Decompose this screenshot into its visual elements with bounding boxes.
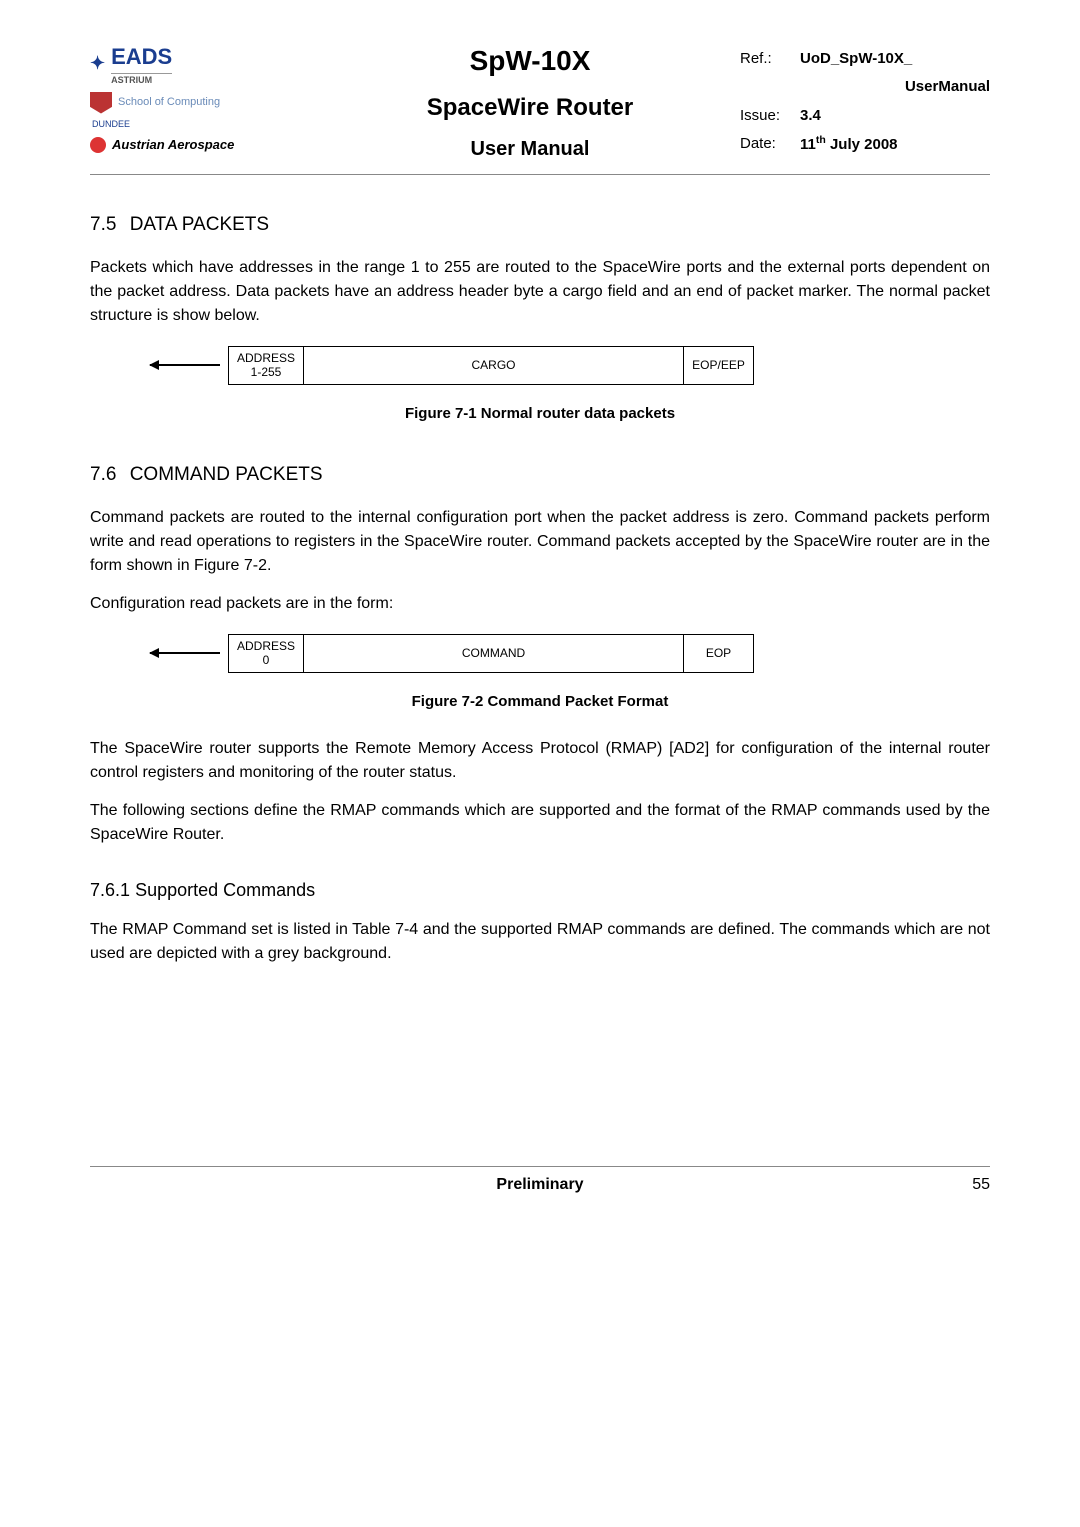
section-num: 7.5 bbox=[90, 214, 116, 235]
pkt-cargo-cell: CARGO bbox=[304, 346, 684, 384]
header-meta: Ref.: UoD_SpW-10X_ UserManual Issue: 3.4… bbox=[740, 40, 990, 164]
issue-value: 3.4 bbox=[800, 105, 821, 128]
s76-para1: Command packets are routed to the intern… bbox=[90, 506, 990, 578]
arrow-left-icon bbox=[150, 364, 220, 366]
title-product: SpW-10X bbox=[320, 40, 740, 82]
date-value: 11th July 2008 bbox=[800, 133, 898, 157]
header-titles: SpW-10X SpaceWire Router User Manual bbox=[320, 40, 740, 164]
ref-value2: UserManual bbox=[800, 76, 990, 99]
dundee-text: DUNDEE bbox=[92, 118, 320, 132]
section-title: COMMAND PACKETS bbox=[130, 464, 323, 485]
pkt-eop-cell: EOP bbox=[684, 634, 754, 672]
s761-para: The RMAP Command set is listed in Table … bbox=[90, 918, 990, 966]
ref-label: Ref.: bbox=[740, 48, 800, 71]
eads-logo: ✦ EADS ASTRIUM bbox=[90, 40, 320, 88]
pkt-addr-cell: ADDRESS0 bbox=[229, 634, 304, 672]
dot-icon bbox=[90, 137, 106, 153]
subsection-title: Supported Commands bbox=[135, 880, 315, 900]
section-num: 7.6 bbox=[90, 464, 116, 485]
eads-text: EADS bbox=[111, 44, 172, 69]
figure-7-2-caption: Figure 7-2 Command Packet Format bbox=[90, 691, 990, 714]
subsection-num: 7.6.1 bbox=[90, 880, 130, 900]
figure-7-1: ADDRESS1-255 CARGO EOP/EEP bbox=[150, 346, 990, 385]
austrian-text: Austrian Aerospace bbox=[112, 135, 234, 155]
pkt-addr-cell: ADDRESS1-255 bbox=[229, 346, 304, 384]
s75-para: Packets which have addresses in the rang… bbox=[90, 256, 990, 328]
page-footer: Preliminary 55 bbox=[90, 1166, 990, 1197]
s76-para4: The following sections define the RMAP c… bbox=[90, 799, 990, 847]
page-header: ✦ EADS ASTRIUM School of Computing DUNDE… bbox=[90, 40, 990, 175]
austrian-logo: Austrian Aerospace bbox=[90, 135, 320, 155]
footer-page: 55 bbox=[950, 1173, 990, 1197]
title-subtitle: SpaceWire Router bbox=[320, 90, 740, 126]
star-icon: ✦ bbox=[90, 50, 105, 77]
section-7-6-1: 7.6.1 Supported Commands bbox=[90, 877, 990, 904]
section-7-6: 7.6 COMMAND PACKETS bbox=[90, 461, 990, 490]
issue-label: Issue: bbox=[740, 105, 800, 128]
pkt-cmd-cell: COMMAND bbox=[304, 634, 684, 672]
school-text: School of Computing bbox=[118, 94, 220, 111]
eads-sub: ASTRIUM bbox=[111, 73, 172, 88]
footer-center: Preliminary bbox=[130, 1173, 950, 1197]
school-logo: School of Computing bbox=[90, 92, 320, 114]
date-label: Date: bbox=[740, 133, 800, 157]
ref-value: UoD_SpW-10X_ bbox=[800, 48, 912, 71]
figure-7-2: ADDRESS0 COMMAND EOP bbox=[150, 634, 990, 673]
packet-table-2: ADDRESS0 COMMAND EOP bbox=[228, 634, 754, 673]
s76-para2: Configuration read packets are in the fo… bbox=[90, 592, 990, 616]
s76-para3: The SpaceWire router supports the Remote… bbox=[90, 737, 990, 785]
arrow-left-icon bbox=[150, 652, 220, 654]
shield-icon bbox=[90, 92, 112, 114]
title-doc: User Manual bbox=[320, 134, 740, 164]
section-title: DATA PACKETS bbox=[130, 214, 269, 235]
header-logos: ✦ EADS ASTRIUM School of Computing DUNDE… bbox=[90, 40, 320, 164]
packet-table-1: ADDRESS1-255 CARGO EOP/EEP bbox=[228, 346, 754, 385]
figure-7-1-caption: Figure 7-1 Normal router data packets bbox=[90, 403, 990, 426]
section-7-5: 7.5 DATA PACKETS bbox=[90, 211, 990, 240]
pkt-eop-cell: EOP/EEP bbox=[684, 346, 754, 384]
